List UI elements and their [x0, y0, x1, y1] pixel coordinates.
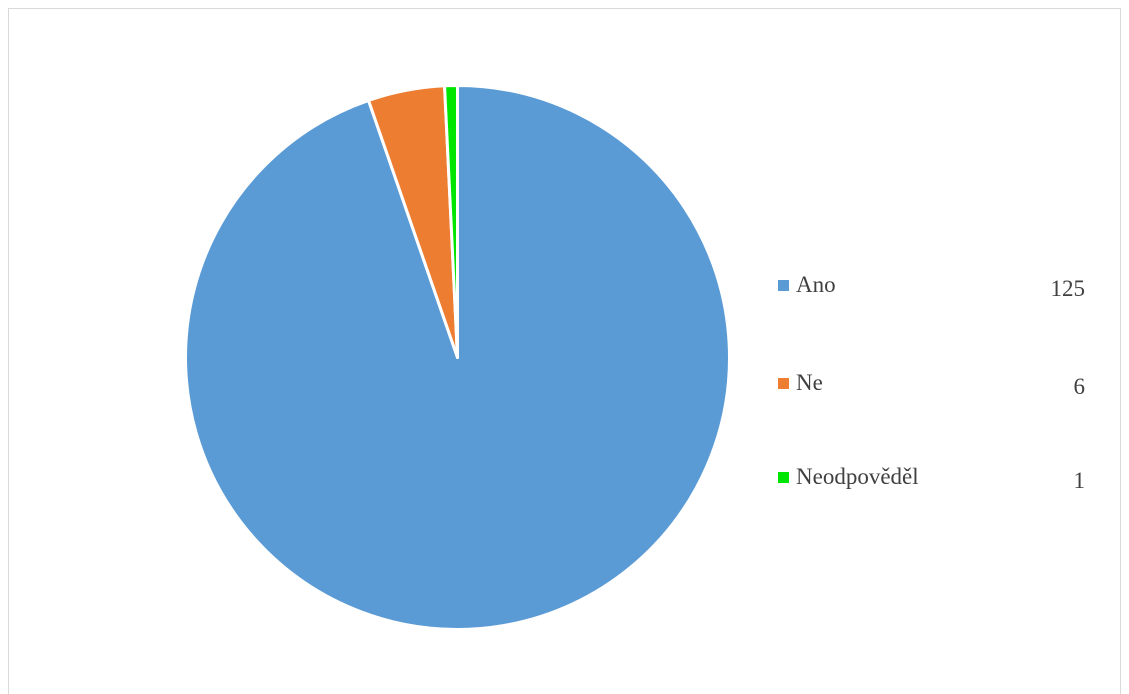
pie-slices	[184, 84, 731, 631]
pie-slice-neodpověděl	[443, 84, 459, 359]
legend-item: Ne	[778, 368, 823, 398]
legend-value: 125	[1050, 276, 1086, 301]
legend-swatch	[778, 279, 789, 291]
legend-label: Ano	[796, 272, 836, 297]
legend-value: 6	[1073, 374, 1086, 399]
legend-label: Neodpověděl	[796, 464, 919, 489]
legend-swatch	[778, 471, 789, 483]
legend-item: Ano	[778, 270, 836, 300]
legend-item: Neodpověděl	[778, 462, 919, 492]
legend-value: 1	[1073, 468, 1086, 493]
legend-label: Ne	[796, 370, 823, 395]
legend-swatch	[778, 377, 789, 389]
